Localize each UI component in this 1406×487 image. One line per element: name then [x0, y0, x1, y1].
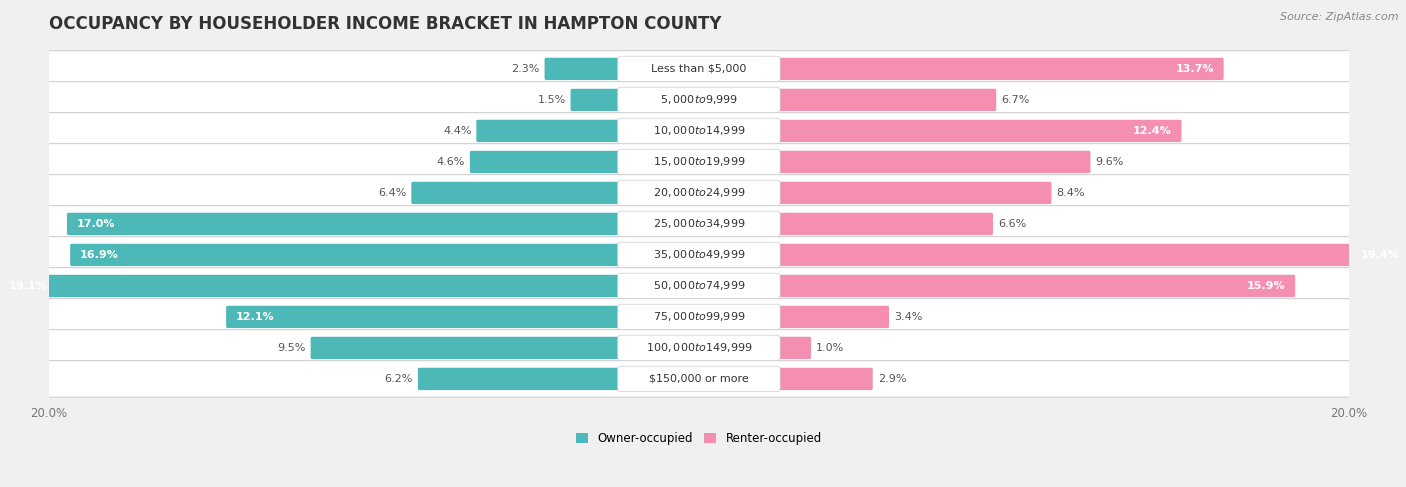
FancyBboxPatch shape	[617, 211, 780, 237]
FancyBboxPatch shape	[617, 242, 780, 268]
FancyBboxPatch shape	[617, 149, 780, 175]
Text: 17.0%: 17.0%	[77, 219, 115, 229]
Text: 9.5%: 9.5%	[277, 343, 305, 353]
FancyBboxPatch shape	[775, 120, 1181, 142]
FancyBboxPatch shape	[775, 275, 1295, 297]
Text: 6.7%: 6.7%	[1001, 95, 1029, 105]
Text: 4.6%: 4.6%	[437, 157, 465, 167]
FancyBboxPatch shape	[477, 120, 623, 142]
FancyBboxPatch shape	[617, 118, 780, 144]
FancyBboxPatch shape	[44, 206, 1354, 242]
FancyBboxPatch shape	[775, 182, 1052, 204]
Text: $100,000 to $149,999: $100,000 to $149,999	[645, 341, 752, 355]
Text: 19.1%: 19.1%	[8, 281, 48, 291]
Text: $50,000 to $74,999: $50,000 to $74,999	[652, 280, 745, 292]
Text: Less than $5,000: Less than $5,000	[651, 64, 747, 74]
FancyBboxPatch shape	[775, 89, 997, 111]
FancyBboxPatch shape	[617, 366, 780, 392]
FancyBboxPatch shape	[226, 306, 623, 328]
FancyBboxPatch shape	[775, 337, 811, 359]
FancyBboxPatch shape	[617, 273, 780, 299]
Text: Source: ZipAtlas.com: Source: ZipAtlas.com	[1281, 12, 1399, 22]
Text: 1.0%: 1.0%	[815, 343, 844, 353]
FancyBboxPatch shape	[617, 335, 780, 361]
FancyBboxPatch shape	[44, 112, 1354, 149]
Text: $20,000 to $24,999: $20,000 to $24,999	[652, 187, 745, 199]
FancyBboxPatch shape	[470, 151, 623, 173]
FancyBboxPatch shape	[571, 89, 623, 111]
Text: 12.1%: 12.1%	[236, 312, 274, 322]
FancyBboxPatch shape	[775, 151, 1091, 173]
Text: 1.5%: 1.5%	[537, 95, 565, 105]
FancyBboxPatch shape	[44, 361, 1354, 397]
Text: 6.4%: 6.4%	[378, 188, 406, 198]
FancyBboxPatch shape	[44, 268, 1354, 304]
FancyBboxPatch shape	[0, 275, 623, 297]
FancyBboxPatch shape	[44, 144, 1354, 180]
FancyBboxPatch shape	[775, 244, 1406, 266]
FancyBboxPatch shape	[617, 56, 780, 82]
FancyBboxPatch shape	[44, 299, 1354, 335]
FancyBboxPatch shape	[67, 213, 623, 235]
FancyBboxPatch shape	[412, 182, 623, 204]
FancyBboxPatch shape	[418, 368, 623, 390]
Text: 4.4%: 4.4%	[443, 126, 471, 136]
Text: 16.9%: 16.9%	[80, 250, 118, 260]
Text: 19.4%: 19.4%	[1360, 250, 1399, 260]
FancyBboxPatch shape	[44, 51, 1354, 87]
Text: $35,000 to $49,999: $35,000 to $49,999	[652, 248, 745, 262]
Text: 2.9%: 2.9%	[877, 374, 905, 384]
Text: $25,000 to $34,999: $25,000 to $34,999	[652, 217, 745, 230]
FancyBboxPatch shape	[775, 58, 1223, 80]
Text: $150,000 or more: $150,000 or more	[650, 374, 749, 384]
Text: 8.4%: 8.4%	[1056, 188, 1085, 198]
Legend: Owner-occupied, Renter-occupied: Owner-occupied, Renter-occupied	[571, 427, 827, 450]
Text: 12.4%: 12.4%	[1133, 126, 1171, 136]
FancyBboxPatch shape	[544, 58, 623, 80]
Text: 9.6%: 9.6%	[1095, 157, 1123, 167]
FancyBboxPatch shape	[44, 175, 1354, 211]
Text: 15.9%: 15.9%	[1247, 281, 1285, 291]
FancyBboxPatch shape	[70, 244, 623, 266]
FancyBboxPatch shape	[617, 87, 780, 112]
Text: 13.7%: 13.7%	[1175, 64, 1213, 74]
Text: $15,000 to $19,999: $15,000 to $19,999	[652, 155, 745, 169]
FancyBboxPatch shape	[44, 82, 1354, 118]
FancyBboxPatch shape	[775, 368, 873, 390]
Text: 3.4%: 3.4%	[894, 312, 922, 322]
Text: $10,000 to $14,999: $10,000 to $14,999	[652, 124, 745, 137]
Text: 6.2%: 6.2%	[385, 374, 413, 384]
FancyBboxPatch shape	[617, 304, 780, 330]
FancyBboxPatch shape	[44, 330, 1354, 366]
Text: $75,000 to $99,999: $75,000 to $99,999	[652, 310, 745, 323]
Text: OCCUPANCY BY HOUSEHOLDER INCOME BRACKET IN HAMPTON COUNTY: OCCUPANCY BY HOUSEHOLDER INCOME BRACKET …	[49, 15, 721, 33]
FancyBboxPatch shape	[775, 306, 889, 328]
FancyBboxPatch shape	[617, 180, 780, 206]
Text: 6.6%: 6.6%	[998, 219, 1026, 229]
FancyBboxPatch shape	[311, 337, 623, 359]
Text: 2.3%: 2.3%	[512, 64, 540, 74]
FancyBboxPatch shape	[44, 237, 1354, 273]
Text: $5,000 to $9,999: $5,000 to $9,999	[659, 94, 738, 107]
FancyBboxPatch shape	[775, 213, 993, 235]
